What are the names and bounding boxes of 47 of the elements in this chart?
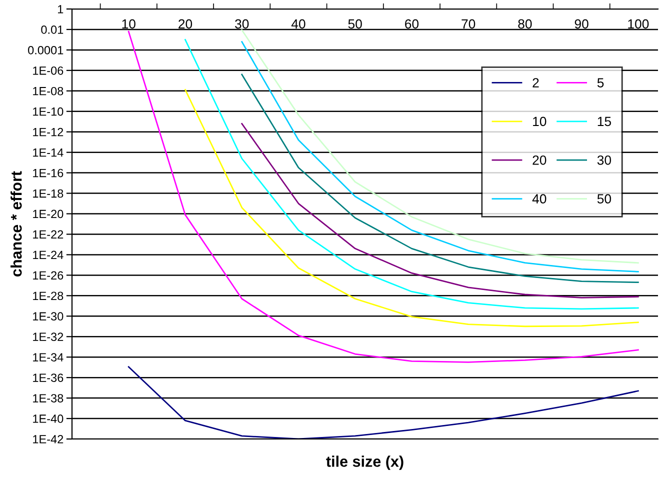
x-tick-label: 10: [122, 19, 136, 29]
y-tick-label: 0.0001: [28, 46, 64, 54]
x-tick-label: 60: [405, 19, 419, 29]
y-tick-label: 1E-34: [33, 353, 64, 362]
y-tick-label: 1E-20: [33, 210, 64, 218]
y-tick-label: 1E-24: [33, 250, 64, 259]
x-tick-label: 90: [574, 19, 588, 29]
x-axis-title: tile size (x): [326, 456, 404, 470]
legend-label: 5: [597, 78, 604, 88]
line-series: [184, 39, 639, 310]
y-tick-label: 0.01: [41, 26, 64, 34]
line-series: [241, 74, 639, 284]
y-tick-label: 1E-14: [33, 148, 64, 157]
x-tick-label: 20: [178, 19, 192, 29]
y-tick-label: 1E-08: [33, 86, 64, 96]
line-series: [128, 366, 639, 439]
y-tick-label: 1E-40: [33, 414, 64, 423]
line-series: [128, 30, 639, 363]
x-tick-label: 100: [628, 19, 649, 29]
y-tick-label: 1E-16: [33, 168, 64, 178]
legend-label: 30: [597, 155, 612, 165]
x-tick-label: 80: [518, 19, 532, 29]
x-tick-label: 50: [348, 19, 362, 29]
y-tick-label: 1E-06: [33, 66, 64, 75]
y-axis-title: chance * effort: [10, 171, 22, 276]
y-tick-label: 1E-12: [33, 128, 64, 136]
legend-label: 50: [597, 194, 612, 204]
y-tick-label: 1E-32: [33, 332, 64, 342]
line-series: [184, 89, 639, 328]
legend-label: 2: [532, 78, 539, 88]
y-tick-label: 1E-18: [33, 189, 64, 198]
y-tick-label: 1E-26: [33, 271, 64, 280]
x-tick-label: 40: [291, 19, 306, 29]
legend-label: 20: [532, 155, 546, 165]
legend-label: 15: [598, 116, 611, 126]
legend-label: 40: [532, 194, 546, 204]
y-tick-label: 1E-42: [33, 435, 64, 444]
y-tick-label: 1E-22: [33, 230, 64, 239]
y-tick-label: 1E-38: [33, 394, 64, 402]
x-tick-label: 70: [462, 19, 476, 29]
y-tick-label: 1E-30: [33, 312, 64, 321]
y-tick-label: 1E-10: [33, 107, 64, 116]
y-tick-label: 1E-28: [33, 292, 64, 300]
legend-label: 10: [533, 116, 546, 126]
x-tick-label: 30: [235, 19, 249, 29]
y-tick-label: 1: [58, 5, 64, 14]
y-tick-label: 1E-36: [33, 374, 64, 382]
